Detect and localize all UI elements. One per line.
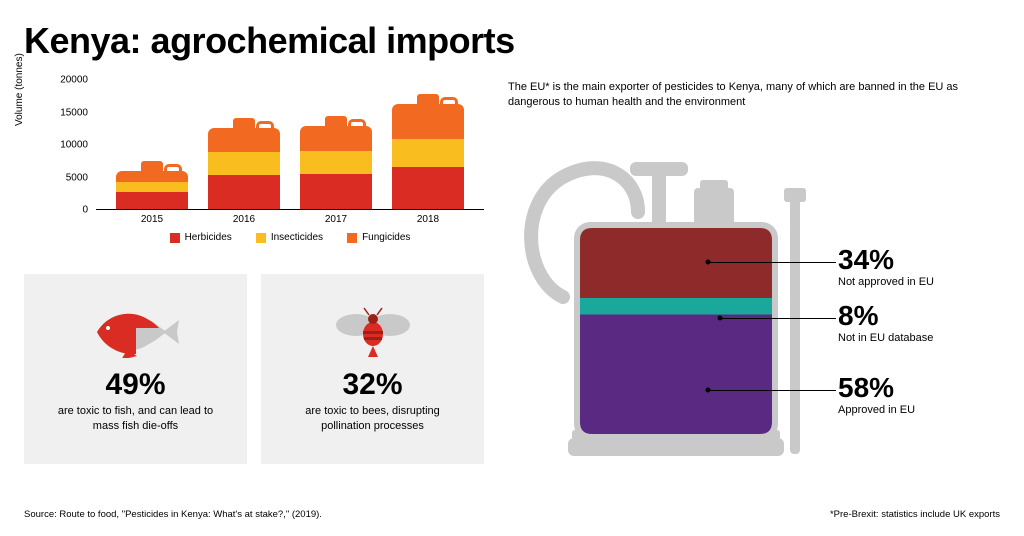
footnotes: Source: Route to food, "Pesticides in Ke…: [24, 509, 1000, 520]
bar-2015: [116, 171, 188, 209]
seg-insecticides: [116, 182, 188, 192]
legend-item-fungicides: Fungicides: [347, 232, 410, 243]
bee-percent: 32%: [342, 368, 402, 402]
stat-pct-1: 8%: [838, 300, 933, 332]
bee-icon: [331, 304, 415, 360]
stat-label-1: Not in EU database: [838, 332, 933, 344]
can-cap-icon: [417, 94, 439, 104]
legend-item-herbicides: Herbicides: [170, 232, 232, 243]
legend-label: Herbicides: [185, 232, 232, 243]
seg-herbicides: [116, 192, 188, 209]
y-tick: 20000: [60, 75, 88, 86]
chart-plot-area: [96, 80, 484, 210]
stat-label-0: Not approved in EU: [838, 276, 934, 288]
fish-fact-card: 49% are toxic to fish, and can lead to m…: [24, 274, 247, 464]
x-axis-labels: 2015 2016 2017 2018: [96, 214, 484, 230]
stat-not-db: 8% Not in EU database: [838, 300, 933, 344]
fish-text: are toxic to fish, and can lead to mass …: [56, 404, 216, 434]
seg-fungicides: [208, 128, 280, 153]
x-label: 2015: [116, 214, 188, 225]
stat-label-2: Approved in EU: [838, 404, 915, 416]
source-text: Source: Route to food, "Pesticides in Ke…: [24, 509, 322, 520]
stat-not-approved: 34% Not approved in EU: [838, 244, 934, 288]
seg-insecticides: [208, 152, 280, 174]
leader-line: [720, 318, 836, 319]
bar-2017: [300, 126, 372, 209]
sprayer-diagram: 34% Not approved in EU 8% Not in EU data…: [508, 122, 998, 482]
y-tick: 5000: [66, 172, 88, 183]
bee-text: are toxic to bees, disrupting pollinatio…: [293, 404, 453, 434]
seg-fungicides: [300, 126, 372, 151]
seg-fungicides: [392, 104, 464, 139]
seg-fungicides: [116, 171, 188, 183]
legend-swatch: [256, 233, 266, 243]
can-cap-icon: [233, 118, 255, 128]
bar-2018: [392, 104, 464, 209]
bar-2016: [208, 128, 280, 209]
stat-pct-0: 34%: [838, 244, 934, 276]
bee-fact-card: 32% are toxic to bees, disrupting pollin…: [261, 274, 484, 464]
leader-line: [708, 390, 836, 391]
legend-item-insecticides: Insecticides: [256, 232, 323, 243]
stat-approved: 58% Approved in EU: [838, 372, 915, 416]
y-tick: 15000: [60, 107, 88, 118]
y-tick: 10000: [60, 140, 88, 151]
fish-percent: 49%: [105, 368, 165, 402]
legend-swatch: [170, 233, 180, 243]
seg-herbicides: [392, 167, 464, 209]
stat-pct-2: 58%: [838, 372, 915, 404]
legend-swatch: [347, 233, 357, 243]
right-intro-text: The EU* is the main exporter of pesticid…: [508, 80, 978, 110]
content-columns: Volume (tonnes) 05000100001500020000 201…: [24, 80, 1000, 482]
seg-herbicides: [300, 174, 372, 209]
fish-icon: [91, 304, 181, 360]
can-cap-icon: [141, 161, 163, 171]
legend-label: Fungicides: [362, 232, 410, 243]
x-label: 2018: [392, 214, 464, 225]
page-title: Kenya: agrochemical imports: [24, 20, 1000, 62]
left-column: Volume (tonnes) 05000100001500020000 201…: [24, 80, 484, 482]
seg-insecticides: [300, 151, 372, 174]
x-label: 2017: [300, 214, 372, 225]
tank-segment-0: [580, 228, 772, 298]
leader-line: [708, 262, 836, 263]
x-label: 2016: [208, 214, 280, 225]
tank-segment-2: [580, 314, 772, 433]
fact-cards: 49% are toxic to fish, and can lead to m…: [24, 274, 484, 464]
tank-segment-1: [580, 298, 772, 314]
y-tick: 0: [82, 205, 88, 216]
seg-insecticides: [392, 139, 464, 167]
footnote-text: *Pre-Brexit: statistics include UK expor…: [830, 509, 1000, 520]
chart-legend: Herbicides Insecticides Fungicides: [96, 232, 484, 243]
y-axis-label: Volume (tonnes): [14, 53, 25, 126]
seg-herbicides: [208, 175, 280, 209]
can-cap-icon: [325, 116, 347, 126]
imports-bar-chart: Volume (tonnes) 05000100001500020000 201…: [24, 80, 484, 250]
legend-label: Insecticides: [271, 232, 323, 243]
right-column: The EU* is the main exporter of pesticid…: [508, 80, 998, 482]
y-axis: 05000100001500020000: [52, 80, 92, 210]
